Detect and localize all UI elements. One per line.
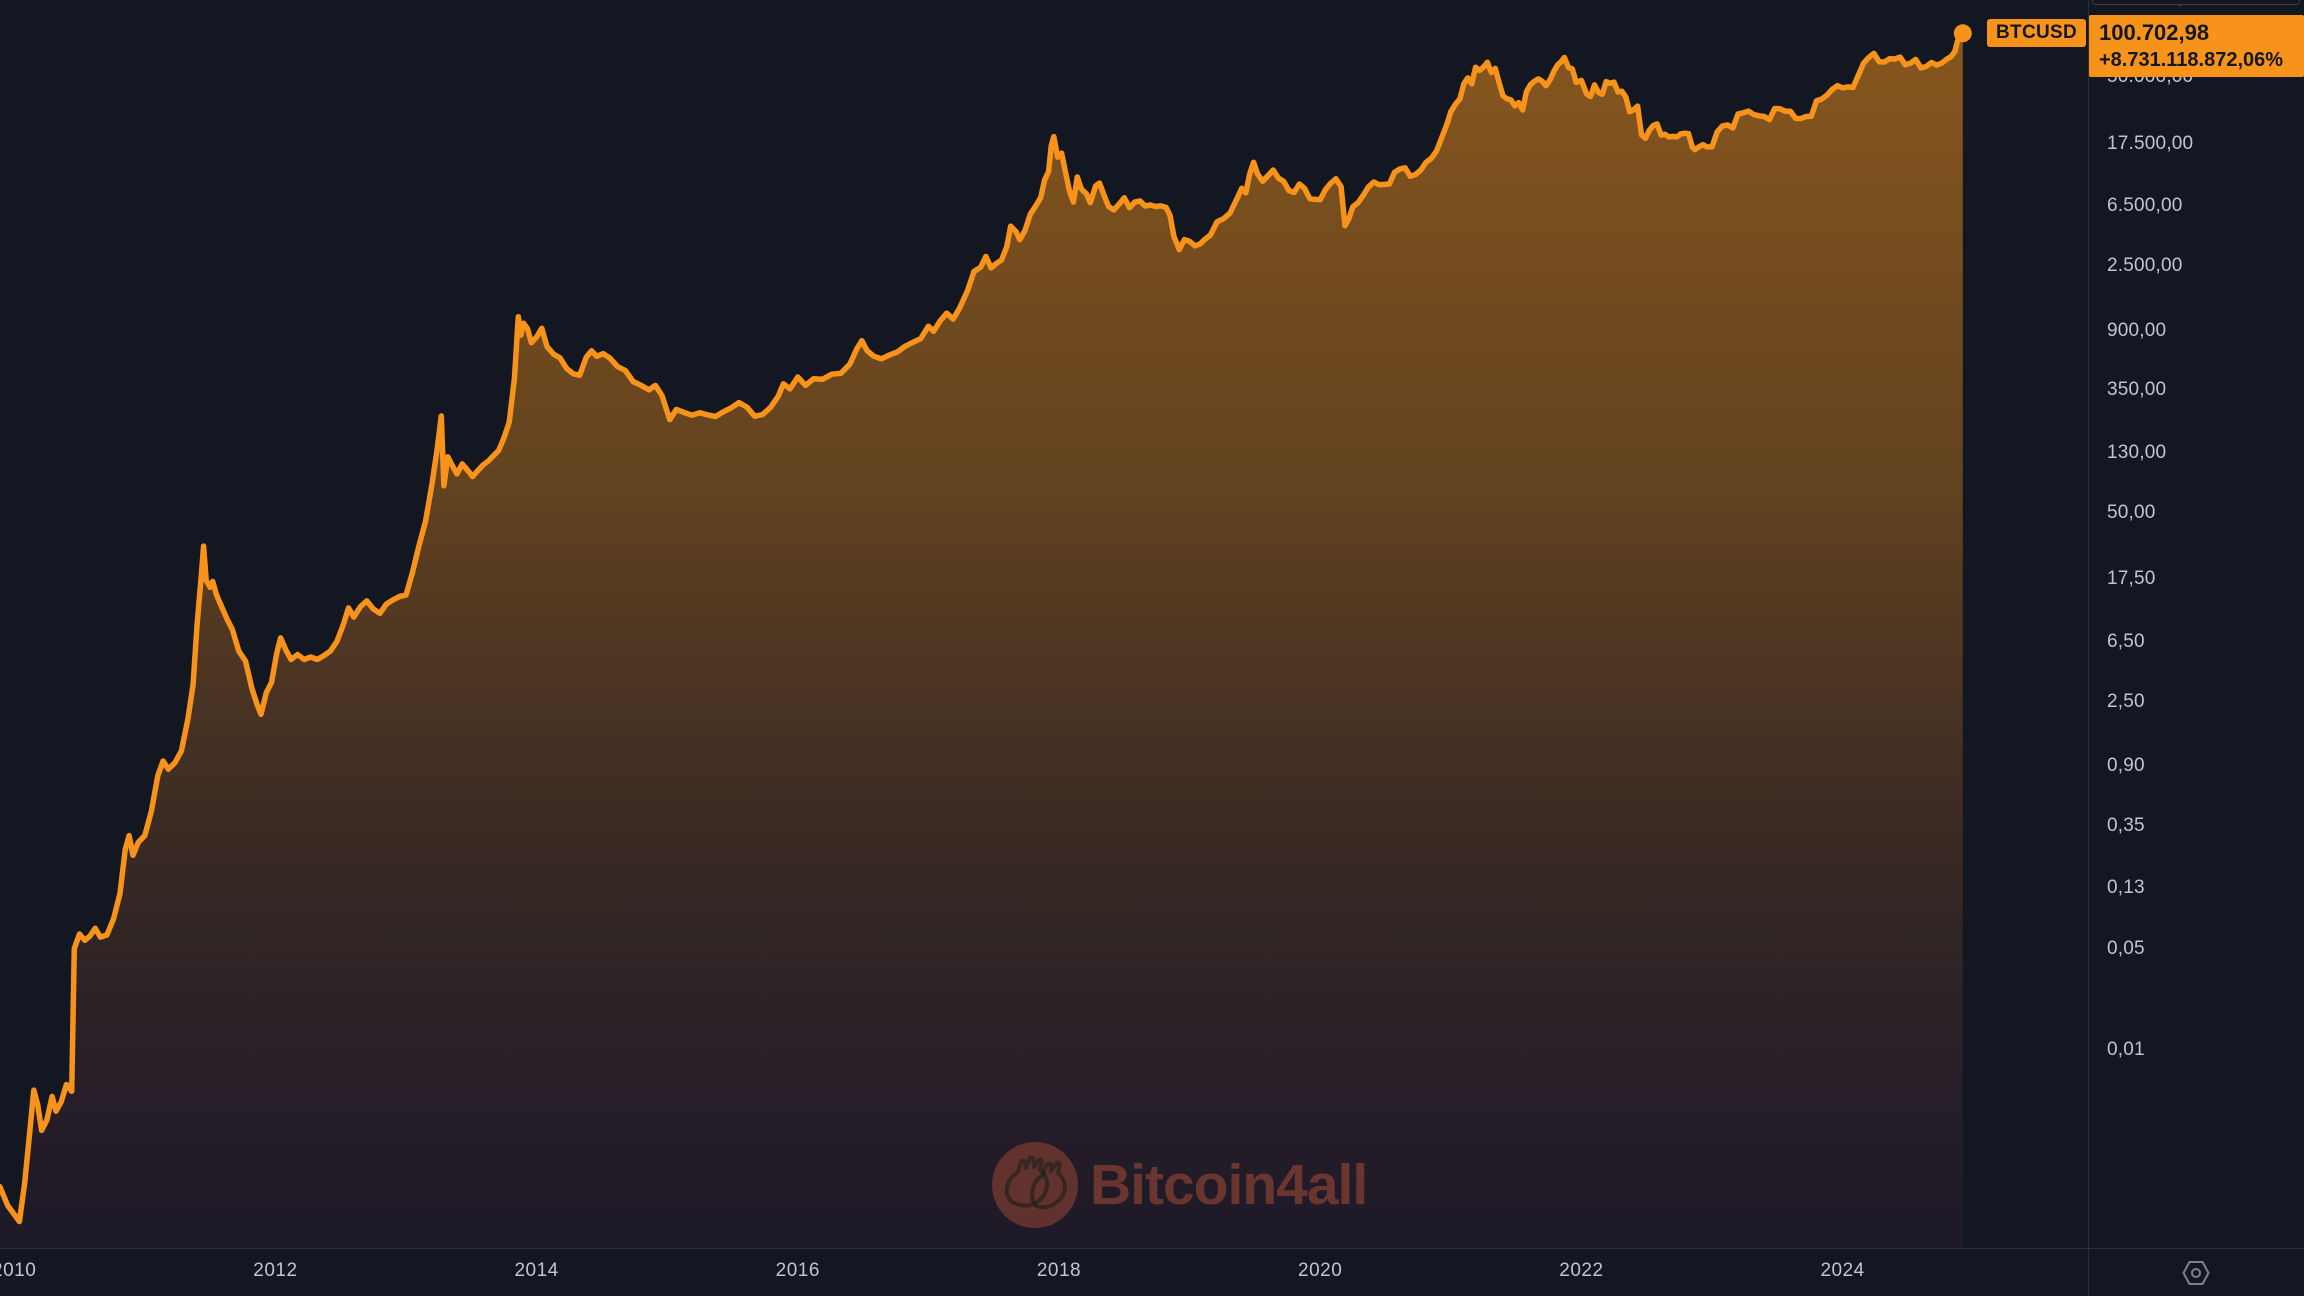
price-scale[interactable]: 175.000,0050.000,0017.500,006.500,002.50… [2089,0,2304,1248]
price-line [0,30,1966,1225]
price-axis-label: 0,35 [2107,814,2145,836]
time-axis-label: 2010 [0,1260,37,1281]
time-axis-label: 2018 [1036,1260,1082,1281]
settings-gear-icon[interactable] [2182,1260,2210,1286]
last-price-box: 100.702,98 +8.731.118.872,06% [2089,15,2304,77]
time-axis-label: 2014 [514,1260,559,1281]
time-axis-label: 2020 [1298,1260,1343,1281]
scale-settings-corner [2088,1249,2304,1296]
price-axis-label: 6.500,00 [2107,195,2183,217]
price-axis-label: 0,05 [2107,937,2145,959]
price-axis-label: 17,50 [2107,568,2156,590]
time-axis-label: 2024 [1820,1260,1865,1281]
price-axis-label: 0,90 [2107,755,2145,777]
last-price-value: 100.702,98 [2099,20,2210,45]
price-axis-label: 900,00 [2107,319,2167,341]
last-price-dot [1953,24,1972,43]
price-axis-separator [2088,0,2089,1296]
change-percent-value: +8.731.118.872,06% [2099,49,2284,71]
symbol-name: BTCUSD [1996,22,2077,43]
price-axis-label: 6,50 [2107,630,2145,652]
price-axis-label: 50,00 [2107,502,2156,523]
time-axis-label: 2012 [253,1260,298,1281]
price-axis-label: 0,13 [2107,877,2145,899]
price-axis-label: 17.500,00 [2107,132,2194,154]
price-axis-label: 2.500,00 [2107,255,2183,277]
price-axis-label: 350,00 [2107,379,2167,401]
price-area-fill [0,33,1963,1248]
price-axis-label: 2,50 [2107,690,2145,712]
price-axis-label: 130,00 [2107,441,2167,463]
clipped-label-box [2092,0,2300,5]
price-axis-label: 0,01 [2107,1039,2145,1061]
symbol-price-label: BTCUSD [1987,19,2086,47]
time-axis-separator [0,1248,2304,1249]
time-scale[interactable]: 2010 2012 2014 2016 2018 2020 2022 2024 [0,1249,2304,1296]
time-axis-label: 2022 [1559,1260,1604,1281]
time-axis-label: 2016 [775,1260,820,1281]
